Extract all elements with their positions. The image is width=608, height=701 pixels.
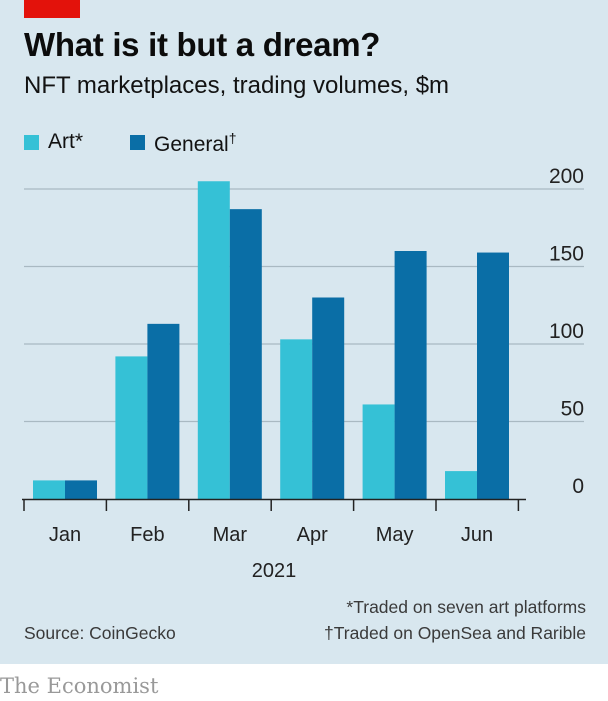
x-tick-label-may: May [376, 524, 414, 546]
bar-general-apr [312, 297, 345, 499]
chart-panel: What is it but a dream? NFT marketplaces… [0, 0, 608, 664]
y-tick-label-0: 0 [572, 475, 584, 498]
bar-general-feb [147, 323, 180, 499]
legend-label-general: General† [154, 130, 237, 156]
legend-label-art: Art* [48, 130, 84, 153]
footnote-art: *Traded on seven art platforms [346, 597, 586, 617]
bar-chart: 0 50 100 150 200 Jan Feb Mar Apr May Jun 2021 [22, 165, 584, 582]
bar-art-may [362, 404, 395, 499]
bar-general-mar [229, 209, 262, 499]
legend-swatch-general [130, 135, 145, 150]
bar-art-mar [197, 181, 230, 499]
bar-general-jan [65, 480, 97, 499]
bar-general-may [394, 251, 427, 499]
footnote-general: †Traded on OpenSea and Rarible [323, 623, 586, 643]
y-tick-label-150: 150 [549, 243, 584, 266]
bar-art-jan [33, 480, 65, 499]
bar-art-jun [445, 471, 477, 499]
bar-general-jun [477, 252, 509, 499]
y-tick-label-100: 100 [549, 320, 584, 343]
x-tick-label-jun: Jun [461, 524, 493, 546]
chart-title: What is it but a dream? [24, 26, 381, 63]
y-tick-label-200: 200 [549, 165, 584, 188]
legend-swatch-art [24, 135, 39, 150]
x-tick-label-feb: Feb [130, 524, 164, 546]
x-tick-label-apr: Apr [297, 524, 328, 546]
y-tick-label-50: 50 [561, 398, 584, 421]
chart-subtitle: NFT marketplaces, trading volumes, $m [24, 72, 450, 99]
economist-brand: The Economist [0, 674, 159, 698]
bar-art-feb [115, 356, 148, 499]
bar-art-apr [280, 339, 313, 499]
x-tick-label-jan: Jan [49, 524, 81, 546]
x-tick-label-mar: Mar [213, 524, 248, 546]
x-period-label: 2021 [252, 560, 297, 582]
red-brand-tag [24, 0, 80, 18]
source-note: Source: CoinGecko [24, 623, 176, 643]
